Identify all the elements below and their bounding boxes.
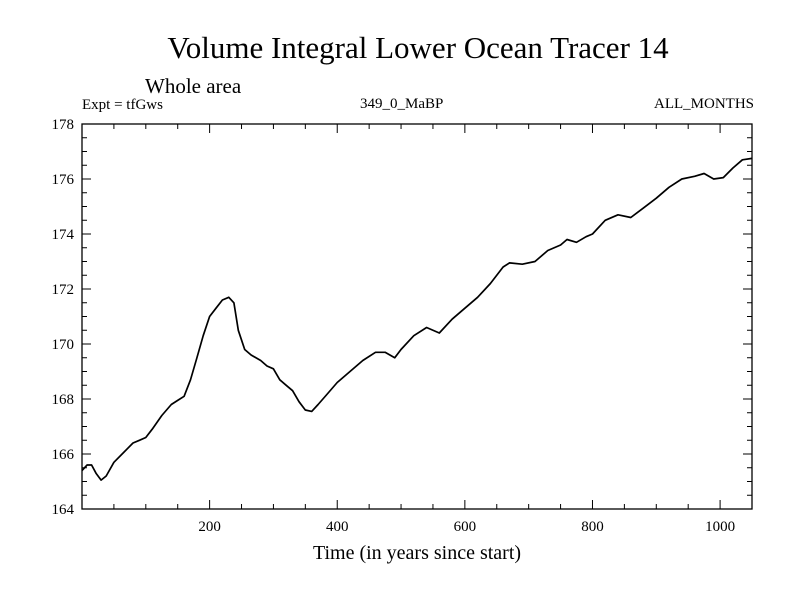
y-tick-label: 166 [52, 447, 75, 463]
y-tick-label: 176 [52, 172, 75, 188]
x-tick-label: 600 [454, 519, 477, 535]
months-label: ALL_MONTHS [654, 96, 754, 112]
period-label: 349_0_MaBP [360, 96, 443, 112]
x-tick-label: 200 [198, 519, 221, 535]
tick-labels: 200 400 600 800 1000 164 166 168 170 172 174 176 178 [52, 117, 736, 535]
chart-subtitle: Whole area [145, 74, 242, 98]
plot-frame [81, 123, 753, 510]
x-tick-label: 1000 [705, 519, 735, 535]
x-tick-label: 400 [326, 519, 349, 535]
y-tick-label: 172 [52, 282, 75, 298]
experiment-label: Expt = tfGws [82, 97, 163, 113]
chart-title: Volume Integral Lower Ocean Tracer 14 [167, 30, 669, 65]
series-line-tfGws [81, 157, 753, 481]
axis-ticks [82, 124, 752, 509]
x-axis-label: Time (in years since start) [313, 542, 521, 564]
y-tick-label: 168 [52, 392, 75, 408]
x-tick-label: 800 [581, 519, 604, 535]
y-tick-label: 178 [52, 117, 75, 133]
y-tick-label: 170 [52, 337, 75, 353]
y-tick-label: 174 [52, 227, 75, 243]
y-tick-label: 164 [52, 502, 75, 518]
